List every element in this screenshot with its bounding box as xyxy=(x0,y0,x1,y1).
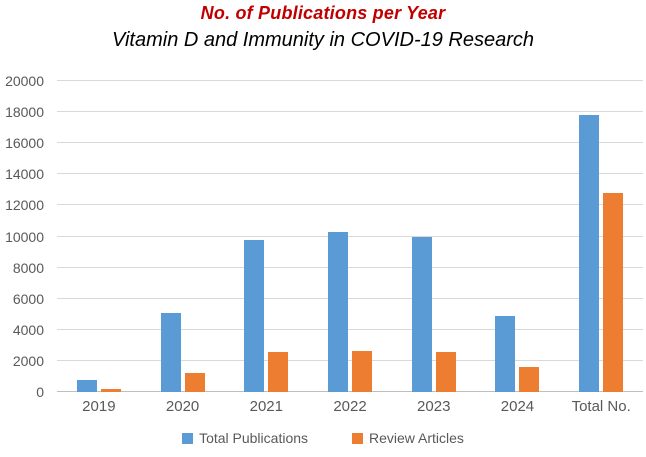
y-tick-label: 4000 xyxy=(12,321,44,338)
category-2020 xyxy=(141,81,225,392)
gridline xyxy=(57,328,643,330)
x-tick-label-2020: 2020 xyxy=(165,398,200,415)
plot-categories xyxy=(57,81,643,392)
category-2023 xyxy=(392,81,476,392)
y-tick-label: 12000 xyxy=(5,197,44,214)
chart-title: No. of Publications per Year xyxy=(200,3,446,23)
x-tick-label-2019: 2019 xyxy=(82,398,116,415)
y-tick-label: 8000 xyxy=(12,259,44,276)
x-tick-label-2024: 2024 xyxy=(500,398,535,415)
chart-subtitle: Vitamin D and Immunity in COVID-19 Resea… xyxy=(111,29,534,51)
bar-review-articles-2023 xyxy=(435,351,456,392)
y-tick-label: 6000 xyxy=(12,290,44,307)
x-tick-label-2021: 2021 xyxy=(249,398,283,415)
category-2021 xyxy=(224,81,308,392)
bar-total-publications-2021 xyxy=(244,240,265,392)
y-tick-label: 14000 xyxy=(5,166,44,183)
x-axis-labels: 2019 2020 2021 2022 2023 2024 Total No. xyxy=(57,398,643,415)
y-tick-label: 10000 xyxy=(5,228,44,245)
bar-total-publications-2020 xyxy=(160,313,181,392)
plot-area xyxy=(57,80,643,392)
category-2024 xyxy=(476,81,560,392)
category-2019 xyxy=(57,81,141,392)
gridline xyxy=(57,235,643,237)
bar-total-publications-2022 xyxy=(328,231,349,392)
x-tick-label-2022: 2022 xyxy=(333,398,367,415)
legend-label: Review Articles xyxy=(369,430,464,446)
bar-total-publications-2019 xyxy=(76,379,97,392)
bar-review-articles-2019 xyxy=(100,388,121,392)
gridline xyxy=(57,111,643,113)
gridline xyxy=(57,266,643,268)
bar-review-articles-2021 xyxy=(268,351,289,392)
gridline xyxy=(57,173,643,175)
bar-review-articles-total-no xyxy=(603,192,624,392)
x-tick-label-total-no: Total No. xyxy=(571,398,631,415)
y-tick-label: 2000 xyxy=(12,352,44,369)
category-total-no xyxy=(559,81,643,392)
y-tick-label: 18000 xyxy=(5,104,44,121)
bar-total-publications-2024 xyxy=(495,315,516,392)
x-axis-line xyxy=(57,391,643,392)
legend-item-review-articles: Review Articles xyxy=(352,430,464,446)
bar-review-articles-2024 xyxy=(519,367,540,392)
legend-item-total-publications: Total Publications xyxy=(182,430,308,446)
x-tick-label-2023: 2023 xyxy=(417,398,451,415)
gridline xyxy=(57,204,643,206)
legend-label: Total Publications xyxy=(199,430,309,446)
bar-total-publications-2023 xyxy=(411,236,432,392)
y-axis-labels: 0 2000 4000 6000 8000 10000 12000 14000 16000 180… xyxy=(0,73,50,400)
gridline xyxy=(57,142,643,144)
total-publications-swatch xyxy=(182,432,194,444)
y-tick-label: 20000 xyxy=(5,73,44,89)
gridline xyxy=(57,359,643,361)
chart-legend: Total Publications Review Articles xyxy=(0,430,646,446)
gridline xyxy=(57,80,643,81)
gridline xyxy=(57,297,643,299)
bar-review-articles-2022 xyxy=(352,350,373,392)
review-articles-swatch xyxy=(352,432,364,444)
bar-total-publications-total-no xyxy=(579,115,600,392)
y-tick-label: 0 xyxy=(36,384,44,400)
category-2022 xyxy=(308,81,392,392)
y-tick-label: 16000 xyxy=(5,135,44,152)
bar-review-articles-2020 xyxy=(184,373,205,392)
